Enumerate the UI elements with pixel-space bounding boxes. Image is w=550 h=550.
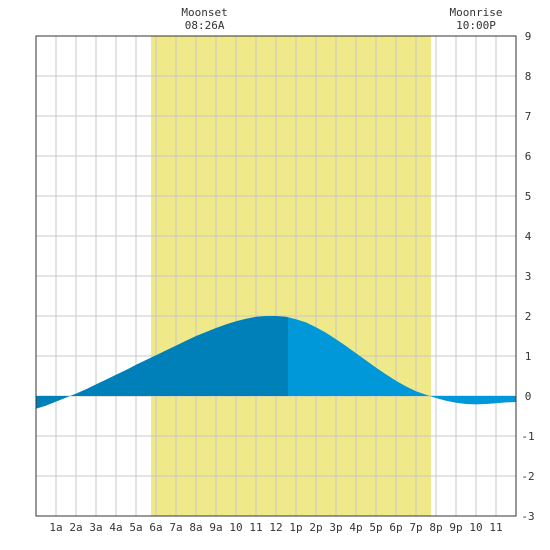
y-tick-label: 7: [525, 110, 532, 123]
tide-area-before-high: [36, 316, 288, 409]
y-tick-label: 3: [525, 270, 532, 283]
x-tick-label: 4p: [349, 521, 362, 534]
x-tick-label: 10: [229, 521, 242, 534]
grid-layer: [36, 36, 516, 516]
y-tick-label: 0: [525, 390, 532, 403]
y-tick-label: 6: [525, 150, 532, 163]
x-tick-label: 7p: [409, 521, 422, 534]
x-tick-label: 2a: [69, 521, 82, 534]
x-tick-label: 8a: [189, 521, 202, 534]
y-tick-label: 9: [525, 30, 532, 43]
annotation-time: 10:00P: [456, 19, 496, 32]
x-tick-label: 2p: [309, 521, 322, 534]
label-layer: 1a 2a 3a 4a 5a 6a 7a 8a 9a 10 11 12 1p 2p 3p 4p 5p 6p 7p 8p…: [49, 30, 534, 534]
tide-area-after-high: [288, 317, 516, 405]
x-tick-label: 9p: [449, 521, 462, 534]
y-tick-label: 2: [525, 310, 532, 323]
x-tick-label: 1p: [289, 521, 302, 534]
x-tick-label: 5a: [129, 521, 142, 534]
x-tick-label: 10: [469, 521, 482, 534]
y-tick-label: 5: [525, 190, 532, 203]
annotation-label: Moonset: [181, 6, 227, 19]
x-tick-label: 7a: [169, 521, 182, 534]
plot-border: [35, 35, 517, 517]
x-tick-label: 11: [249, 521, 262, 534]
y-tick-label: -2: [521, 470, 534, 483]
tide-layer: [36, 316, 516, 409]
y-tick-label: 4: [525, 230, 532, 243]
x-tick-label: 3a: [89, 521, 102, 534]
y-tick-label: -1: [521, 430, 534, 443]
y-tick-label: 1: [525, 350, 532, 363]
axis-layer: [35, 35, 517, 517]
x-tick-label: 4a: [109, 521, 122, 534]
x-tick-label: 9a: [209, 521, 222, 534]
x-tick-label: 5p: [369, 521, 382, 534]
x-tick-label: 8p: [429, 521, 442, 534]
annotation-time: 08:26A: [185, 19, 225, 32]
x-tick-label: 12: [269, 521, 282, 534]
y-tick-label: 8: [525, 70, 532, 83]
x-tick-label: 6a: [149, 521, 162, 534]
y-tick-label: -3: [521, 510, 534, 523]
x-tick-label: 3p: [329, 521, 342, 534]
x-tick-label: 11: [489, 521, 502, 534]
x-tick-label: 1a: [49, 521, 62, 534]
x-tick-label: 6p: [389, 521, 402, 534]
annotation-label: Moonrise: [450, 6, 503, 19]
